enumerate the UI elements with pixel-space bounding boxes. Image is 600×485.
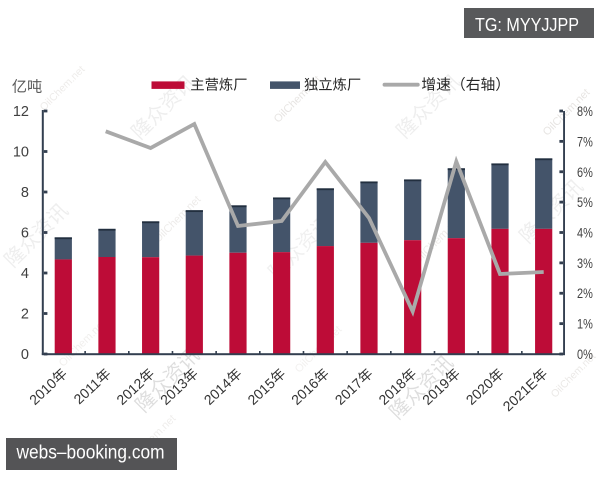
svg-text:12: 12: [13, 104, 29, 120]
svg-text:4%: 4%: [577, 226, 593, 242]
svg-text:6%: 6%: [577, 165, 593, 181]
svg-text:4: 4: [21, 266, 29, 282]
svg-text:2%: 2%: [577, 286, 593, 302]
svg-text:3%: 3%: [577, 256, 593, 272]
svg-text:5%: 5%: [577, 195, 593, 211]
svg-text:7%: 7%: [577, 134, 593, 150]
svg-text:2: 2: [21, 307, 29, 323]
svg-text:10: 10: [13, 145, 29, 161]
svg-text:0%: 0%: [577, 347, 593, 363]
svg-text:1%: 1%: [577, 317, 593, 333]
svg-text:8%: 8%: [577, 104, 593, 120]
svg-text:6: 6: [21, 226, 29, 242]
svg-text:8: 8: [21, 185, 29, 201]
svg-text:0: 0: [21, 347, 29, 363]
svg-text:webs–booking.com: webs–booking.com: [16, 442, 165, 464]
svg-text:TG: MYYJJPP: TG: MYYJJPP: [475, 15, 579, 35]
